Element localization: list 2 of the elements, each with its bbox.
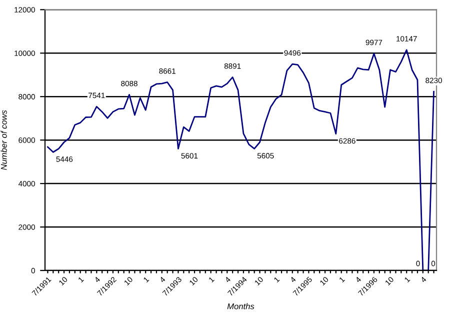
y-axis-title: Number of cows (0, 110, 7, 170)
x-axis-title: Months (227, 303, 254, 310)
